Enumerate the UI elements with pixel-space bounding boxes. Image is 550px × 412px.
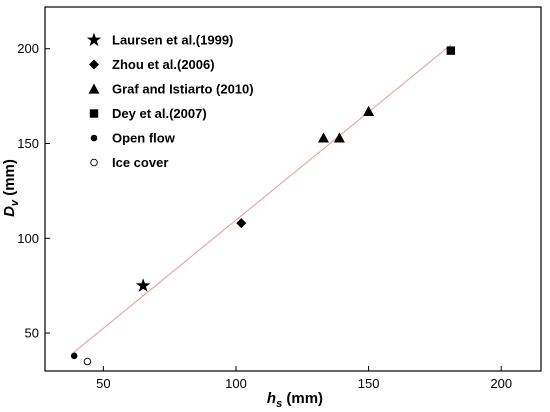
data-point-star-0-shape bbox=[136, 278, 151, 292]
legend-marker-circle-open-shape bbox=[90, 158, 98, 167]
y-axis-title: Dv (mm) bbox=[1, 159, 21, 217]
legend-marker-circle-filled bbox=[90, 134, 98, 142]
y-axis-title-sub: v bbox=[9, 199, 21, 206]
legend-marker-diamond-shape bbox=[89, 59, 99, 70]
y-tick-label-200: 200 bbox=[17, 41, 39, 56]
x-axis-title: hs (mm) bbox=[267, 390, 323, 410]
legend-label-circle-filled: Open flow bbox=[112, 131, 176, 146]
legend-marker-diamond bbox=[89, 59, 99, 70]
legend-marker-square-shape bbox=[89, 109, 99, 118]
data-point-triangle-1-shape bbox=[333, 132, 345, 143]
legend-item-circle-open: Ice cover bbox=[90, 155, 168, 170]
legend-item-diamond: Zhou et al.(2006) bbox=[89, 57, 215, 72]
y-tick-label-50: 50 bbox=[25, 326, 39, 341]
data-point-square-0-shape bbox=[446, 46, 456, 55]
data-point-circle-open-0-shape bbox=[83, 357, 92, 366]
legend-label-diamond: Zhou et al.(2006) bbox=[112, 57, 215, 72]
legend-marker-circle-open bbox=[90, 158, 98, 167]
data-point-circle-filled-0 bbox=[70, 352, 78, 360]
data-point-circle-open-0 bbox=[83, 357, 92, 366]
legend-item-square: Dey et al.(2007) bbox=[89, 106, 207, 121]
data-point-square-0 bbox=[446, 46, 456, 55]
ticks-layer: 50 100 150 200 50 100 150 200 bbox=[17, 41, 512, 391]
x-axis-title-main: h bbox=[267, 390, 276, 407]
x-axis-title-sub: s bbox=[276, 398, 282, 410]
legend-label-square: Dey et al.(2007) bbox=[112, 106, 207, 121]
x-tick-label-200: 200 bbox=[490, 376, 512, 391]
x-tick-label-50: 50 bbox=[96, 376, 110, 391]
data-point-triangle-0-shape bbox=[318, 132, 330, 143]
legend-label-circle-open: Ice cover bbox=[112, 155, 168, 170]
data-point-triangle-0 bbox=[318, 132, 330, 143]
legend-item-circle-filled: Open flow bbox=[90, 131, 176, 146]
legend-item-triangle: Graf and Istiarto (2010) bbox=[88, 82, 254, 97]
fit-line-layer bbox=[73, 44, 452, 353]
data-point-circle-filled-0-shape bbox=[70, 352, 78, 360]
legend-label-triangle: Graf and Istiarto (2010) bbox=[112, 82, 254, 97]
x-tick-label-100: 100 bbox=[225, 376, 247, 391]
x-tick-label-150: 150 bbox=[358, 376, 380, 391]
data-point-triangle-2 bbox=[363, 105, 375, 116]
legend-marker-triangle-shape bbox=[88, 83, 100, 94]
data-point-triangle-1 bbox=[333, 132, 345, 143]
legend-marker-star bbox=[86, 32, 102, 47]
legend: Laursen et al.(1999) Zhou et al.(2006) Gra… bbox=[86, 32, 254, 170]
legend-marker-square bbox=[89, 109, 99, 118]
y-tick-label-150: 150 bbox=[17, 136, 39, 151]
data-point-diamond-0-shape bbox=[236, 218, 247, 229]
y-axis-title-unit: (mm) bbox=[1, 159, 18, 200]
data-point-triangle-2-shape bbox=[363, 105, 375, 116]
points-layer bbox=[70, 46, 456, 366]
x-axis-title-unit: (mm) bbox=[282, 390, 323, 407]
legend-item-star: Laursen et al.(1999) bbox=[86, 32, 233, 48]
y-axis-title-main: D bbox=[1, 206, 18, 217]
fit-line bbox=[73, 44, 452, 353]
legend-marker-triangle bbox=[88, 83, 100, 94]
data-point-star-0 bbox=[136, 278, 151, 292]
plot-area bbox=[44, 6, 542, 372]
y-tick-label-100: 100 bbox=[17, 231, 39, 246]
legend-marker-star-shape bbox=[86, 32, 102, 47]
data-point-diamond-0 bbox=[236, 218, 247, 229]
legend-marker-circle-filled-shape bbox=[90, 134, 98, 142]
legend-label-star: Laursen et al.(1999) bbox=[112, 33, 233, 48]
